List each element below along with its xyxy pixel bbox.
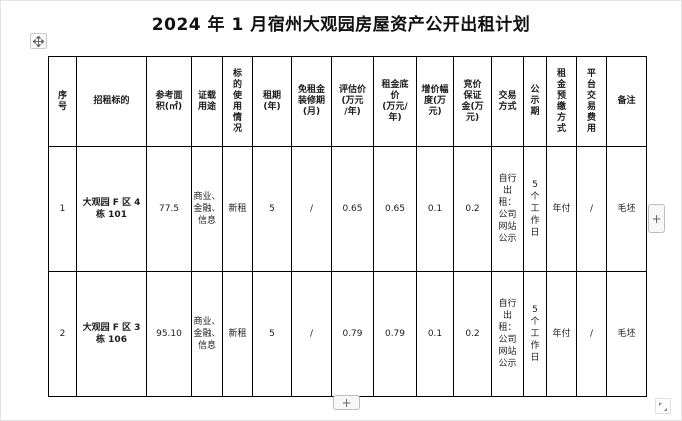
col-header-rent-free-period[interactable]: 免租金 装修期 (月) <box>291 56 332 147</box>
col-header-increment[interactable]: 增价幅 度(万 元) <box>416 56 454 147</box>
cell-transaction-method[interactable]: 自行 出 租： 公司 网站 公示 <box>491 146 524 272</box>
col-header-platform-fee[interactable]: 平 台 交 易 费 用 <box>576 56 607 147</box>
cell-base-rent[interactable]: 0.65 <box>373 146 417 272</box>
cell-assessed-price[interactable]: 0.79 <box>331 271 374 397</box>
col-header-transaction-method[interactable]: 交易 方式 <box>491 56 524 147</box>
table-header-row: 序 号 招租标的 参考面 积(㎡) 证载 用途 标 的 使 用 情 况 租期 (… <box>48 56 647 147</box>
cell-reference-area[interactable]: 95.10 <box>146 271 192 397</box>
cell-index[interactable]: 2 <box>48 271 77 397</box>
cell-prepayment-method[interactable]: 年付 <box>546 271 577 397</box>
table-move-handle[interactable] <box>30 33 47 49</box>
col-header-publicity-period[interactable]: 公 示 期 <box>523 56 547 147</box>
cell-remarks[interactable]: 毛坯 <box>606 146 647 272</box>
cell-reference-area[interactable]: 77.5 <box>146 146 192 272</box>
cell-lease-term[interactable]: 5 <box>252 146 292 272</box>
col-header-index[interactable]: 序 号 <box>48 56 77 147</box>
col-header-usage-status[interactable]: 标 的 使 用 情 况 <box>222 56 253 147</box>
cell-rent-free-period[interactable]: / <box>291 146 332 272</box>
cell-prepayment-method[interactable]: 年付 <box>546 146 577 272</box>
cell-certified-use[interactable]: 商业、 金融、 信息 <box>191 271 223 397</box>
move-cross-icon <box>32 32 45 51</box>
cell-increment[interactable]: 0.1 <box>416 146 454 272</box>
col-header-bid-deposit[interactable]: 竞价 保证 金(万 元) <box>453 56 492 147</box>
cell-publicity-period[interactable]: 5 个 工 作 日 <box>523 271 547 397</box>
cell-usage-status[interactable]: 新租 <box>222 271 253 397</box>
col-header-remarks[interactable]: 备注 <box>606 56 647 147</box>
table-resize-handle[interactable] <box>655 398 671 414</box>
col-header-assessed-price[interactable]: 评估价 (万元 /年) <box>331 56 374 147</box>
cell-rent-free-period[interactable]: / <box>291 271 332 397</box>
diagonal-resize-icon <box>658 397 668 416</box>
cell-platform-fee[interactable]: / <box>576 146 607 272</box>
cell-remarks[interactable]: 毛坯 <box>606 271 647 397</box>
table-row: 2 大观园 F 区 3 栋 106 95.10 商业、 金融、 信息 新租 5 … <box>48 271 647 397</box>
add-row-button[interactable]: + <box>333 395 360 410</box>
cell-platform-fee[interactable]: / <box>576 271 607 397</box>
cell-increment[interactable]: 0.1 <box>416 271 454 397</box>
cell-bid-deposit[interactable]: 0.2 <box>453 146 492 272</box>
cell-index[interactable]: 1 <box>48 146 77 272</box>
col-header-prepayment-method[interactable]: 租 金 预 缴 方 式 <box>546 56 577 147</box>
col-header-rental-target[interactable]: 招租标的 <box>76 56 147 147</box>
cell-certified-use[interactable]: 商业、 金融、 信息 <box>191 146 223 272</box>
col-header-lease-term[interactable]: 租期 (年) <box>252 56 292 147</box>
table-row: 1 大观园 F 区 4 栋 101 77.5 商业、 金融、 信息 新租 5 /… <box>48 146 647 272</box>
cell-transaction-method[interactable]: 自行 出 租： 公司 网站 公示 <box>491 271 524 397</box>
cell-bid-deposit[interactable]: 0.2 <box>453 271 492 397</box>
cell-assessed-price[interactable]: 0.65 <box>331 146 374 272</box>
cell-publicity-period[interactable]: 5 个 工 作 日 <box>523 146 547 272</box>
col-header-base-rent[interactable]: 租金底 价 (万元/ 年) <box>373 56 417 147</box>
col-header-certified-use[interactable]: 证载 用途 <box>191 56 223 147</box>
col-header-reference-area[interactable]: 参考面 积(㎡) <box>146 56 192 147</box>
cell-base-rent[interactable]: 0.79 <box>373 271 417 397</box>
rental-plan-table: 序 号 招租标的 参考面 积(㎡) 证载 用途 标 的 使 用 情 况 租期 (… <box>48 56 647 397</box>
add-column-button[interactable]: + <box>648 204 665 233</box>
cell-usage-status[interactable]: 新租 <box>222 146 253 272</box>
cell-rental-target[interactable]: 大观园 F 区 3 栋 106 <box>76 271 147 397</box>
cell-rental-target[interactable]: 大观园 F 区 4 栋 101 <box>76 146 147 272</box>
cell-lease-term[interactable]: 5 <box>252 271 292 397</box>
document-title[interactable]: 2024 年 1 月宿州大观园房屋资产公开出租计划 <box>151 15 531 35</box>
